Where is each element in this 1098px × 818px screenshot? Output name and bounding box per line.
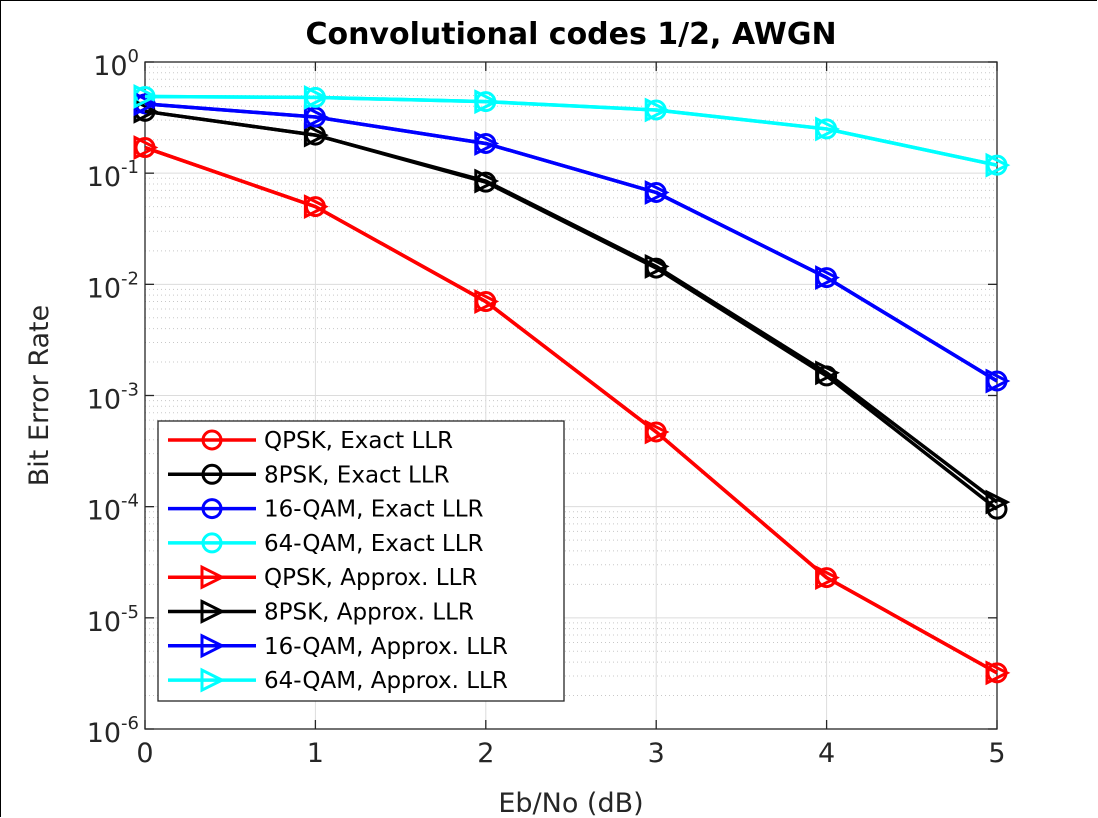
data-point xyxy=(644,253,670,279)
data-point xyxy=(133,84,159,109)
legend-label: QPSK, Exact LLR xyxy=(264,428,453,454)
legend-marker xyxy=(200,633,226,659)
legend-label: 64-QAM, Exact LLR xyxy=(264,531,484,557)
legend-label: 64-QAM, Approx. LLR xyxy=(264,668,508,694)
series-5 xyxy=(133,98,1011,515)
legend-entry: 8PSK, Approx. LLR xyxy=(168,599,474,626)
x-tick-label: 5 xyxy=(988,738,1005,769)
data-point xyxy=(474,168,500,194)
data-point xyxy=(644,180,670,205)
x-tick-label: 2 xyxy=(477,738,494,769)
legend-entry: 16-QAM, Exact LLR xyxy=(168,497,484,523)
series-4 xyxy=(133,135,1011,686)
data-point xyxy=(985,368,1011,394)
data-point xyxy=(815,116,840,142)
data-point xyxy=(985,152,1011,178)
data-point xyxy=(303,85,329,110)
legend-entry: 16-QAM, Approx. LLR xyxy=(168,633,508,660)
series-line xyxy=(144,94,998,167)
legend-box xyxy=(157,420,565,702)
legend-marker xyxy=(200,564,226,590)
legend-entry: 8PSK, Exact LLR xyxy=(168,462,450,488)
data-point xyxy=(985,660,1011,686)
axes: 0 1 2 3 4 5 100 10-1 10-2 10-3 10-4 10-5 10-6 xyxy=(87,46,1006,769)
x-tick-label: 4 xyxy=(818,738,835,769)
legend-entry: 64-QAM, Exact LLR xyxy=(168,531,484,557)
legend-label: 16-QAM, Approx. LLR xyxy=(264,634,508,660)
chart-title: Convolutional codes 1/2, AWGN xyxy=(305,17,836,52)
legend-marker xyxy=(201,463,223,485)
legend-marker xyxy=(201,498,223,520)
data-point xyxy=(644,419,670,445)
y-axis-label: Bit Error Rate xyxy=(24,305,55,487)
data-point xyxy=(815,360,840,386)
series-line xyxy=(144,109,999,504)
y-tick-label: 100 xyxy=(93,46,139,82)
y-tick-label: 10-5 xyxy=(87,602,139,638)
series-line xyxy=(144,145,998,675)
series-7 xyxy=(133,84,1011,178)
legend-label: 16-QAM, Exact LLR xyxy=(264,497,484,523)
data-point xyxy=(644,97,670,123)
x-axis-label: Eb/No (dB) xyxy=(498,788,643,818)
x-tick-label: 1 xyxy=(307,738,324,769)
legend-entry: 64-QAM, Approx. LLR xyxy=(168,667,508,694)
legend-label: 8PSK, Exact LLR xyxy=(264,462,450,488)
data-point xyxy=(303,122,329,148)
y-tick-label: 10-4 xyxy=(87,491,139,527)
data-point xyxy=(133,135,159,160)
series-line xyxy=(144,102,998,383)
legend-marker xyxy=(201,532,223,554)
legend-marker xyxy=(200,599,226,624)
legend-marker xyxy=(200,667,226,693)
legend-marker xyxy=(201,429,223,451)
data-point xyxy=(474,89,500,115)
x-tick-label: 0 xyxy=(136,738,153,769)
y-tick-label: 10-6 xyxy=(87,713,139,749)
data-point xyxy=(815,265,840,291)
y-tick-label: 10-2 xyxy=(87,268,139,304)
y-tick-label: 10-3 xyxy=(87,380,139,416)
y-tick-label: 10-1 xyxy=(87,157,139,193)
data-point xyxy=(303,104,329,130)
series-6 xyxy=(133,91,1011,394)
data-point xyxy=(474,131,500,156)
legend-label: QPSK, Approx. LLR xyxy=(264,565,477,591)
series-3 xyxy=(134,85,1008,176)
series-group xyxy=(133,84,1011,686)
series-line xyxy=(144,102,998,383)
legend-entry: QPSK, Approx. LLR xyxy=(168,564,477,591)
data-point xyxy=(474,289,500,314)
x-tick-label: 3 xyxy=(648,738,665,769)
legend-entry: QPSK, Exact LLR xyxy=(168,428,453,454)
data-point xyxy=(815,565,840,591)
legend-label: 8PSK, Approx. LLR xyxy=(264,600,474,626)
legend: QPSK, Exact LLR 8PSK, Exact LLR 16-QAM, Ex… xyxy=(157,420,565,702)
data-point xyxy=(985,489,1011,515)
data-point xyxy=(303,194,329,220)
